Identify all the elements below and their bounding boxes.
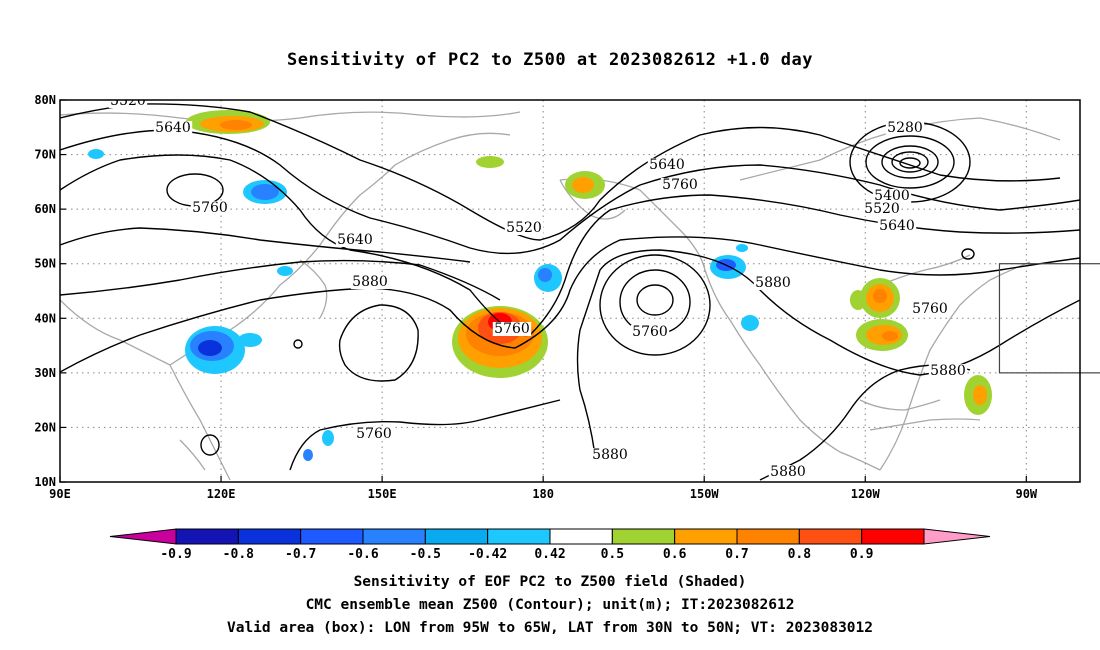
contour-label: 5280 <box>887 120 923 136</box>
colorbar-label: -0.6 <box>347 547 378 562</box>
lon-tick-label: 180 <box>532 487 554 501</box>
contour-label: 5640 <box>879 218 915 234</box>
plot-frame <box>59 99 1081 483</box>
contour-label: 5880 <box>770 464 806 480</box>
contour-label-bg <box>872 189 912 203</box>
lat-tick-label: 30N <box>34 366 56 380</box>
caption-line-2: CMC ensemble mean Z500 (Contour); unit(m… <box>305 597 795 613</box>
sensitivity-shading <box>88 110 992 461</box>
contour-label: 5400 <box>874 188 910 204</box>
colorbar-label: -0.5 <box>410 547 441 562</box>
lat-tick-label: 10N <box>34 475 56 489</box>
contour-label-bg <box>504 221 544 235</box>
lat-tick-label: 80N <box>34 93 56 107</box>
colorbar-swatch <box>175 528 239 545</box>
z500-contours <box>60 103 1080 481</box>
colorbar-swatch <box>861 528 925 545</box>
valid-area-box <box>998 263 1100 374</box>
contour-label: 5760 <box>912 301 948 317</box>
contour-label-bg <box>492 322 532 336</box>
colorbar-swatch <box>736 528 800 545</box>
contour-label: 5760 <box>494 321 530 337</box>
contour-label-bg <box>768 465 808 479</box>
colorbar-label: 0.42 <box>534 547 565 562</box>
lat-tick-label: 40N <box>34 311 56 325</box>
contour-label: 5760 <box>192 200 228 216</box>
contour-label: 5880 <box>755 275 791 291</box>
colorbar-label: 0.8 <box>788 547 812 562</box>
contour-label: 5520 <box>506 220 542 236</box>
lon-tick-label: 150E <box>368 487 397 501</box>
lon-tick-label: 120W <box>851 487 881 501</box>
colorbar-swatch <box>674 528 738 545</box>
colorbar-label: -0.42 <box>468 547 507 562</box>
contour-label: 5760 <box>356 426 392 442</box>
contour-label: 5880 <box>930 363 966 379</box>
coastlines <box>60 111 1061 481</box>
contour-label-bg <box>910 302 950 316</box>
lon-tick-label: 150W <box>690 487 720 501</box>
contour-label-bg <box>862 202 902 216</box>
colorbar-label: 0.5 <box>601 547 624 562</box>
caption-line-1: Sensitivity of EOF PC2 to Z500 field (Sh… <box>353 574 747 590</box>
colorbar-swatch <box>237 528 302 545</box>
colorbar-swatch <box>549 528 613 545</box>
colorbar-swatch <box>611 528 676 545</box>
contour-label: 5880 <box>592 447 628 463</box>
colorbar-swatch <box>487 528 551 545</box>
lat-tick-label: 50N <box>34 257 56 271</box>
colorbar-label: 0.9 <box>850 547 873 562</box>
contour-labels: 5520564057605640588057605520564057605880… <box>108 93 968 480</box>
lat-tick-label: 20N <box>34 420 56 434</box>
figure-title: Sensitivity of PC2 to Z500 at 2023082612… <box>286 50 813 70</box>
colorbar-high-arrow <box>923 528 991 545</box>
contour-label: 5640 <box>649 157 685 173</box>
lon-tick-label: 90W <box>1015 487 1037 501</box>
contour-label: 5640 <box>337 232 373 248</box>
contour-label-bg <box>335 233 375 247</box>
contour-label: 5520 <box>864 201 900 217</box>
contour-label-bg <box>153 121 193 135</box>
contour-label: 5760 <box>632 324 668 340</box>
colorbar-label: -0.7 <box>285 547 316 562</box>
lat-tick-label: 70N <box>34 148 56 162</box>
contour-label-bg <box>753 276 793 290</box>
contour-label-bg <box>190 201 230 215</box>
colorbar-label: -0.9 <box>160 547 191 562</box>
colorbar: -0.9 -0.8 -0.7 -0.6 -0.5 -0.42 0.42 0.5 0.6 0.7 0.… <box>109 528 991 562</box>
caption-line-3: Valid area (box): LON from 95W to 65W, L… <box>226 620 873 636</box>
colorbar-swatch <box>424 528 489 545</box>
colorbar-swatch <box>798 528 863 545</box>
lon-tick-label: 120E <box>207 487 236 501</box>
contour-label-bg <box>630 325 670 339</box>
contour-label: 5520 <box>110 93 146 109</box>
colorbar-swatch <box>362 528 426 545</box>
contour-label: 5760 <box>662 177 698 193</box>
contour-label: 5640 <box>155 120 191 136</box>
contour-label: 5880 <box>352 274 388 290</box>
lon-tick-label: 90E <box>49 487 71 501</box>
contour-label-bg <box>885 121 925 135</box>
colorbar-swatch <box>300 528 364 545</box>
contour-label-bg <box>354 427 394 441</box>
lat-tick-label: 60N <box>34 202 56 216</box>
contour-label-bg <box>350 275 390 289</box>
contour-label-bg <box>928 364 968 378</box>
colorbar-label: 0.6 <box>663 547 687 562</box>
colorbar-label: -0.8 <box>223 547 254 562</box>
contour-label-bg <box>660 178 700 192</box>
colorbar-low-arrow <box>109 528 177 545</box>
axes: 90E120E150E180150W120W90W60W10N20N30N40N… <box>34 93 1038 501</box>
colorbar-label: 0.7 <box>725 547 748 562</box>
contour-label-bg <box>877 219 917 233</box>
contour-label-bg <box>647 158 687 172</box>
contour-label-bg <box>590 448 630 462</box>
contour-label-bg <box>108 100 148 108</box>
